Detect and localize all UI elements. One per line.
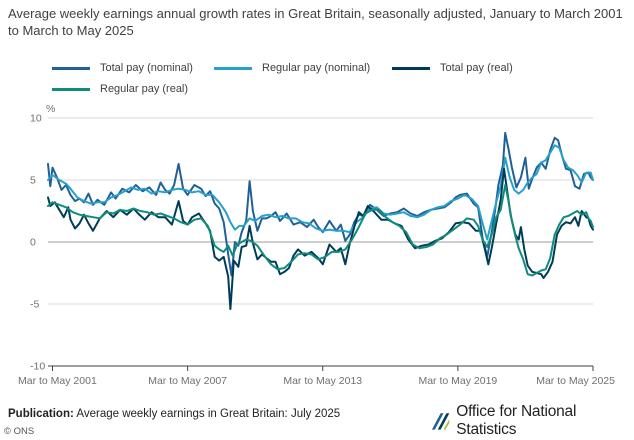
legend-item-regular-pay-real: Regular pay (real): [52, 83, 188, 95]
ons-logo-icon: [431, 413, 450, 430]
y-tick-label-2: 0: [30, 237, 36, 249]
grid-lines: [48, 117, 593, 367]
series-line-regular-pay-real: [47, 184, 594, 277]
ons-logo: Office for National Statistics: [430, 403, 634, 439]
ons-logo-text: Office for National Statistics: [456, 403, 577, 438]
axis-ticks: 10 5 0 -5 -10 Mar to May 2001 Mar to May 2007 M…: [18, 113, 615, 388]
x-tick-label-1: Mar to May 2007: [148, 375, 227, 387]
legend-label-regular-pay-real: Regular pay (real): [100, 83, 189, 95]
line-chart: 10 5 0 -5 -10 Mar to May 2001 Mar to May 2007 M…: [18, 103, 615, 388]
y-tick-label-0: 10: [30, 113, 42, 125]
legend-swatch-regular-pay-real: [52, 87, 90, 91]
publication-text: Average weekly earnings in Great Britain…: [76, 408, 341, 420]
series-lines: [47, 131, 594, 310]
x-tick-label-0: Mar to May 2001: [18, 375, 97, 387]
copyright-text: © ONS: [4, 426, 35, 437]
y-axis-unit-label: %: [46, 103, 55, 115]
series-line-total-pay-real: [47, 167, 594, 310]
x-tick-label-3: Mar to May 2019: [418, 375, 497, 387]
legend-label-total-pay-real: Total pay (real): [440, 62, 513, 74]
y-tick-label-3: -5: [30, 299, 39, 311]
legend-label-regular-pay-nominal: Regular pay (nominal): [262, 62, 371, 74]
publication-note: Publication: Average weekly earnings in …: [8, 408, 340, 420]
publication-label: Publication:: [8, 408, 74, 420]
y-tick-label-1: 5: [30, 175, 36, 187]
legend-swatch-total-pay-nominal: [52, 66, 90, 70]
legend-item-regular-pay-nominal: Regular pay (nominal): [214, 62, 370, 74]
x-tick-label-2: Mar to May 2013: [283, 375, 362, 387]
legend-label-total-pay-nominal: Total pay (nominal): [100, 62, 193, 74]
series-line-regular-pay-nominal: [47, 144, 594, 241]
legend-swatch-total-pay-real: [392, 66, 430, 70]
series-line-total-pay-nominal: [47, 131, 594, 277]
legend-swatch-regular-pay-nominal: [214, 66, 252, 70]
x-tick-label-4: Mar to May 2025: [536, 375, 615, 387]
y-tick-label-4: -10: [30, 361, 45, 373]
legend-item-total-pay-nominal: Total pay (nominal): [52, 62, 193, 74]
legend-item-total-pay-real: Total pay (real): [392, 62, 513, 74]
chart-title: Average weekly earnings annual growth ra…: [8, 6, 623, 38]
